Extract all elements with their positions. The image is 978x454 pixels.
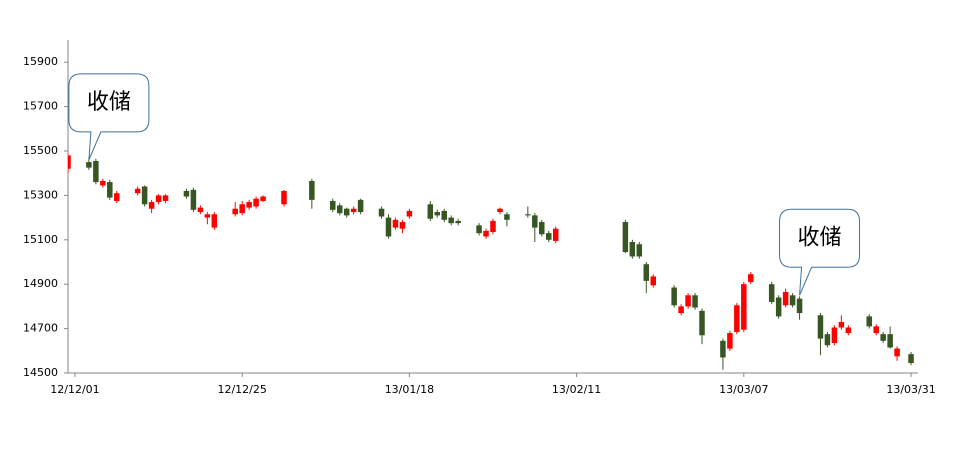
x-tick-label: 13/03/07: [719, 383, 768, 396]
x-tick-label: 13/02/11: [552, 383, 601, 396]
y-tick-label: 14900: [23, 277, 58, 290]
candle-body: [775, 297, 782, 317]
candle-body: [148, 202, 155, 209]
candle-body: [643, 264, 650, 281]
candle-body: [671, 287, 677, 306]
candle-body: [134, 188, 141, 194]
candle-body: [525, 214, 531, 216]
candle-body: [378, 208, 385, 217]
callout-text: 收储: [798, 225, 842, 250]
y-tick-label: 15300: [23, 188, 58, 201]
candle-body: [908, 354, 914, 364]
candle-body: [114, 193, 120, 201]
candle-body: [476, 225, 482, 234]
y-tick-label: 15900: [23, 55, 58, 68]
candle-body: [434, 212, 441, 216]
candle-body: [622, 222, 629, 253]
candle-body: [866, 316, 872, 327]
callout-box: [779, 208, 861, 296]
y-tick-label: 14700: [23, 322, 58, 335]
candle-body: [399, 222, 406, 229]
candle-body: [483, 230, 489, 237]
candle-body: [782, 291, 789, 306]
candle-body: [253, 198, 259, 207]
candle-body: [650, 276, 656, 286]
candle-body: [880, 334, 886, 341]
y-tick-label: 15700: [23, 100, 58, 113]
candle-body: [260, 196, 266, 201]
candle-body: [817, 315, 824, 339]
candle-body: [330, 200, 336, 210]
candle-body: [392, 219, 399, 228]
x-tick-label: 12/12/01: [50, 383, 99, 396]
candle-body: [734, 305, 740, 332]
candle-body: [789, 295, 796, 306]
candle-body: [406, 210, 413, 217]
candle-body: [845, 327, 852, 334]
candle-body: [532, 215, 538, 228]
candle-body: [768, 284, 775, 302]
candle-body: [727, 333, 733, 349]
candle-body: [441, 210, 447, 220]
candle-body: [343, 208, 350, 216]
callout-text: 收储: [87, 90, 131, 115]
callout-box: [68, 73, 150, 161]
candle-body: [552, 228, 559, 241]
candle-body: [197, 207, 204, 213]
candle-body: [385, 217, 392, 237]
y-tick-label: 15100: [23, 233, 58, 246]
candle-body: [824, 334, 831, 346]
candle-body: [504, 214, 510, 220]
candle-body: [873, 326, 879, 334]
candle-body: [336, 205, 343, 214]
x-tick-label: 13/03/31: [886, 383, 935, 396]
candle-body: [497, 208, 503, 213]
candle-body: [748, 274, 754, 282]
candle-body: [629, 242, 636, 257]
candle-body: [86, 162, 92, 168]
candle-body: [838, 321, 845, 328]
candle-body: [490, 220, 496, 233]
candle-body: [162, 195, 169, 201]
candle-body: [190, 189, 197, 210]
candle-body: [741, 284, 747, 330]
candle-body: [539, 222, 545, 235]
x-tick-label: 13/01/18: [385, 383, 434, 396]
candle-body: [699, 310, 705, 336]
candle-body: [155, 195, 162, 203]
candle-body: [685, 295, 691, 307]
candle-body: [232, 208, 238, 215]
candle-body: [309, 180, 315, 200]
candle-body: [141, 186, 148, 205]
candle-body: [636, 244, 643, 257]
candle-body: [204, 214, 211, 218]
candle-body: [692, 295, 698, 308]
candle-body: [796, 298, 803, 314]
candle-body: [107, 182, 113, 198]
candle-body: [350, 208, 357, 213]
candle-body: [894, 348, 900, 357]
candle-body: [448, 217, 454, 224]
candle-body: [887, 334, 893, 348]
candle-body: [68, 155, 71, 169]
candle-body: [831, 327, 838, 344]
candle-body: [211, 214, 218, 228]
y-tick-label: 15500: [23, 144, 58, 157]
candle-body: [720, 340, 726, 358]
candle-body: [100, 180, 106, 186]
candle-body: [239, 204, 245, 214]
y-tick-label: 14500: [23, 366, 58, 379]
candle-body: [678, 306, 684, 314]
candle-body: [455, 220, 461, 224]
candle-body: [545, 233, 552, 240]
candle-body: [281, 190, 287, 205]
candle-body: [357, 199, 364, 213]
candle-body: [246, 202, 252, 208]
candle-body: [93, 160, 99, 183]
candle-body: [183, 190, 190, 197]
x-tick-label: 12/12/25: [217, 383, 266, 396]
candle-body: [427, 204, 434, 219]
